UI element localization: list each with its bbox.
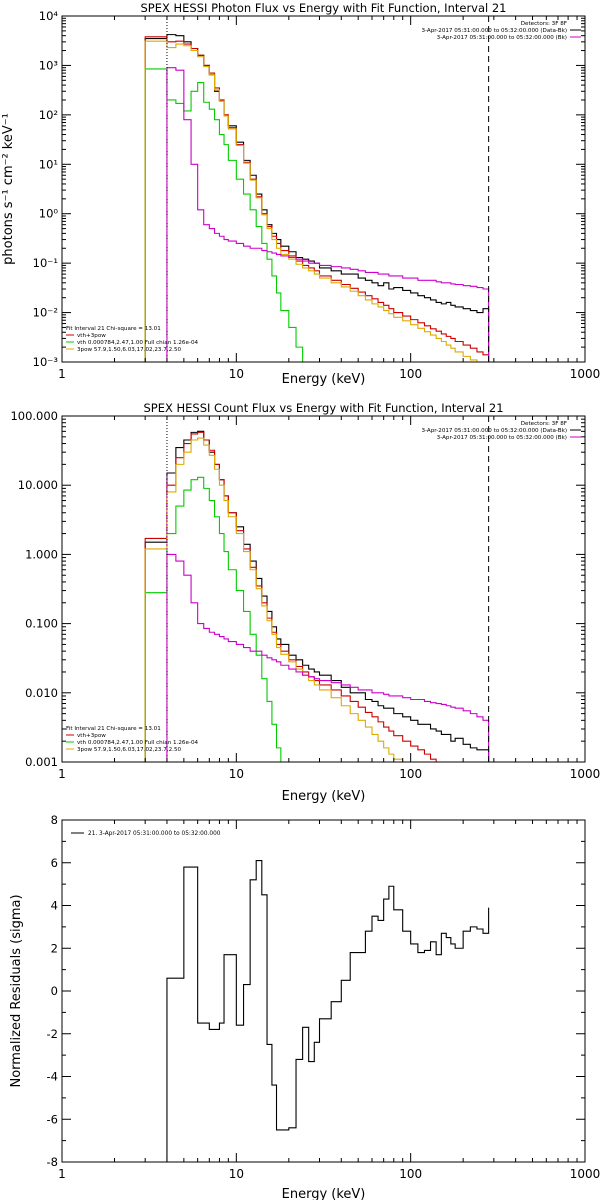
plot-frame <box>61 819 586 1163</box>
legend-bottomleft-text: 3pow 57.9,1.50,6.03,17.02,23.7,2.50 <box>77 747 182 753</box>
legend-bottomleft-text: Fit Interval 21 Chi-square = 13.01 <box>66 326 161 332</box>
chart-title: SPEX HESSI Count Flux vs Energy with Fit… <box>143 401 503 415</box>
legend-topright-text: Detectors: 3F 8F <box>521 421 567 427</box>
y-tick-label: -6 <box>47 1112 58 1126</box>
x-tick-label: 10 <box>229 1167 244 1181</box>
y-tick-label: 10⁻³ <box>33 355 59 369</box>
x-tick-label: 1 <box>58 1167 66 1181</box>
x-tick-label: 1000 <box>570 367 600 381</box>
y-tick-label: 1.000 <box>25 547 58 561</box>
y-tick-label: 10³ <box>39 58 59 72</box>
y-tick-label: 100.000 <box>10 409 58 423</box>
y-tick-label: 10⁻² <box>33 306 58 320</box>
y-tick-label: 10.000 <box>18 478 58 492</box>
plot-frame <box>61 415 586 763</box>
y-tick-label: -4 <box>47 1070 58 1084</box>
series-bk <box>166 67 490 362</box>
x-axis-label: Energy (keV) <box>282 789 366 804</box>
y-tick-label: 0.001 <box>25 755 58 769</box>
y-tick-label: -8 <box>47 1155 58 1169</box>
y-tick-label: 10¹ <box>39 157 58 171</box>
series-bk <box>166 553 490 762</box>
legend-topright-text: Detectors: 3F 8F <box>521 21 567 27</box>
y-tick-label: 8 <box>51 813 58 827</box>
legend-topleft-text: 21. 3-Apr-2017 05:31:00.000 to 05:32:00.… <box>88 831 221 837</box>
x-tick-label: 1000 <box>570 767 600 781</box>
x-tick-label: 100 <box>399 367 422 381</box>
series-vth-3pow <box>144 431 489 762</box>
plot-frame <box>61 15 586 363</box>
series-3-apr-2017-05-31-00-000-to-05-32-00-000- <box>144 34 490 362</box>
x-tick-label: 100 <box>399 767 422 781</box>
y-tick-label: 2 <box>51 941 58 955</box>
series-3pow <box>144 437 418 762</box>
y-tick-label: 10⁰ <box>39 207 59 221</box>
series-21 <box>166 860 490 1162</box>
legend-topright-text: 3-Apr-2017 05:31:00.000 to 05:32:00.000 … <box>421 428 567 434</box>
legend-topright-text: 3-Apr-2017 05:31:00.000 to 05:32:00.000 … <box>437 35 567 41</box>
y-tick-label: 6 <box>51 856 58 870</box>
x-tick-label: 100 <box>399 1167 422 1181</box>
x-tick-label: 1 <box>58 367 66 381</box>
y-tick-label: 10² <box>39 108 58 122</box>
series-vth-3pow <box>144 36 489 362</box>
legend-bottomleft-text: vth 0.000784,2.47,1.00 Full chian 1.26e-… <box>77 340 199 346</box>
chart-title: SPEX HESSI Photon Flux vs Energy with Fi… <box>140 1 506 15</box>
series-3pow <box>144 40 489 362</box>
series-group <box>144 34 490 362</box>
legend-bottomleft-text: vth+3pow <box>77 733 106 739</box>
x-tick-label: 1000 <box>570 1167 600 1181</box>
y-tick-label: 10⁻¹ <box>33 256 58 270</box>
y-tick-label: -2 <box>47 1027 58 1041</box>
legend-bottomleft-text: vth+3pow <box>77 333 106 339</box>
y-tick-label: 0.100 <box>25 617 58 631</box>
y-tick-label: 4 <box>51 899 58 913</box>
x-axis-label: Energy (keV) <box>282 1187 366 1200</box>
y-tick-label: 0.010 <box>25 686 58 700</box>
legend-topright-text: 3-Apr-2017 05:31:00.000 to 05:32:00.000 … <box>421 28 567 34</box>
x-tick-label: 10 <box>229 767 244 781</box>
x-axis-label: Energy (keV) <box>282 372 366 387</box>
legend-bottomleft-text: 3pow 57.9,1.50,6.03,17.02,23.7,2.50 <box>77 347 182 353</box>
series-3-apr-2017-05-31-00-000-to-05-32-00-000- <box>144 430 490 762</box>
y-axis-label: Normalized Residuals (sigma) <box>9 894 24 1087</box>
series-vth <box>144 476 289 762</box>
legend-bottomleft-text: Fit Interval 21 Chi-square = 13.01 <box>66 726 161 732</box>
y-tick-label: 10⁴ <box>39 9 59 23</box>
legend-bottomleft-text: vth 0.000784,2.47,1.00 Full chian 1.26e-… <box>77 740 199 746</box>
series-group <box>166 860 490 1162</box>
series-group <box>144 430 490 762</box>
residuals-panel: 1 10 100 1000 Energy (keV) -8 -6 -4 -2 0 2 4 6 8 Norma… <box>9 813 600 1200</box>
photon-flux-panel: SPEX HESSI Photon Flux vs Energy with Fi… <box>1 1 600 387</box>
y-axis-label: photons s⁻¹ cm⁻² keV⁻¹ <box>1 113 16 265</box>
legend-topright-text: 3-Apr-2017 05:31:00.000 to 05:32:00.000 … <box>437 435 567 441</box>
x-tick-label: 1 <box>58 767 66 781</box>
y-tick-label: 0 <box>51 984 58 998</box>
count-flux-panel: SPEX HESSI Count Flux vs Energy with Fit… <box>10 401 600 804</box>
x-tick-label: 10 <box>229 367 244 381</box>
series-vth <box>144 68 309 362</box>
